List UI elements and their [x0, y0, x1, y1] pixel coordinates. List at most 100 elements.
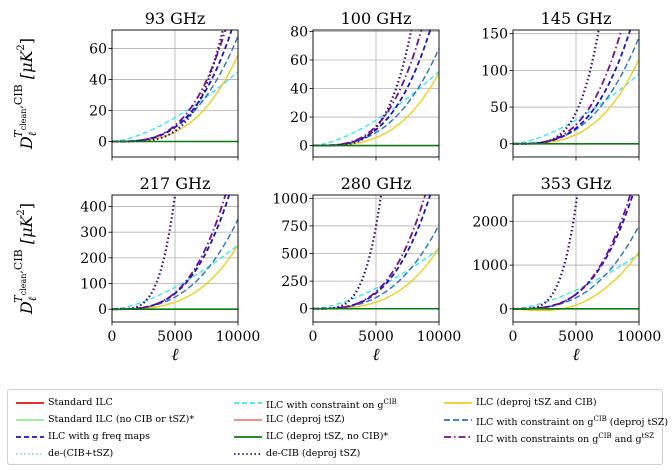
subplot-title: 280 GHz — [341, 174, 412, 193]
legend-label: ILC (deproj tSZ, no CIB)* — [266, 431, 389, 442]
y-tick-label: 0 — [299, 139, 308, 155]
series-line — [513, 195, 632, 310]
y-tick-label: 0 — [499, 137, 508, 153]
y-tick-label: 40 — [290, 82, 308, 98]
x-tick-label: 5000 — [558, 329, 594, 345]
series-line — [513, 30, 632, 145]
legend-label: Standard ILC — [48, 397, 113, 408]
x-axis-label: ℓ — [572, 345, 579, 365]
legend-label: ILC with g freq maps — [48, 431, 150, 442]
series-line — [313, 195, 432, 310]
figure-canvas: 0 20 40 60 93 GHz 0 20 40 60 80 100 GHz 0 50 100 150 14… — [12, 9, 661, 365]
subplot-title: 93 GHz — [145, 9, 206, 28]
y-tick-label: 60 — [89, 42, 107, 58]
y-tick-label: 0 — [299, 302, 308, 318]
series-line — [313, 30, 413, 147]
series-line — [112, 195, 231, 311]
legend-label: ILC (deproj tSZ) — [266, 414, 345, 425]
legend-line-swatch — [234, 453, 262, 455]
legend-label: de-CIB (deproj tSZ) — [266, 448, 361, 459]
x-axis-label: ℓ — [372, 345, 379, 365]
subplot-title: 353 GHz — [541, 174, 612, 193]
x-tick-label: 10000 — [417, 329, 462, 345]
series-line — [112, 195, 227, 311]
series-line — [313, 30, 432, 147]
series-line — [112, 71, 238, 143]
legend-label: ILC (deproj tSZ and CIB) — [476, 397, 597, 408]
x-tick-label: 0 — [108, 329, 117, 345]
legend-label: de-(CIB+tSZ) — [48, 448, 114, 459]
x-tick-label: 10000 — [216, 329, 261, 345]
legend-line-swatch — [234, 419, 262, 421]
legend-label: ILC with constraint on gCIB — [266, 398, 397, 412]
series-line — [112, 244, 238, 310]
y-tick-label: 2000 — [472, 214, 508, 230]
y-tick-label: 60 — [290, 53, 308, 69]
legend-line-swatch — [444, 402, 472, 404]
legend-line-swatch — [16, 402, 44, 404]
legend-line-swatch — [16, 453, 44, 455]
subplot-title: 100 GHz — [341, 9, 412, 28]
series-line — [513, 195, 579, 310]
series-line — [513, 30, 623, 145]
series-line — [513, 195, 634, 310]
y-tick-label: 400 — [80, 200, 107, 216]
y-tick-label: 100 — [481, 63, 508, 79]
series-line — [313, 195, 383, 310]
y-tick-label: 50 — [490, 100, 508, 116]
x-axis-label: ℓ — [171, 345, 178, 365]
y-axis-label-row-1: DℓTclean,CIB [μK2] — [12, 38, 39, 150]
legend-label: ILC with constraints on gCIB and gtSZ — [476, 432, 655, 446]
series-line — [513, 253, 639, 310]
series-line — [313, 248, 439, 310]
legend-line-swatch — [234, 436, 262, 438]
x-tick-label: 10000 — [617, 329, 662, 345]
x-tick-label: 0 — [309, 329, 318, 345]
svg-text:DℓTclean,CIB [μK2]: DℓTclean,CIB [μK2] — [12, 38, 39, 150]
y-tick-label: 150 — [481, 27, 508, 43]
y-tick-label: 300 — [80, 225, 107, 241]
y-tick-label: 20 — [89, 104, 107, 120]
y-tick-label: 40 — [89, 73, 107, 89]
subplot-4: 0 100 200 300 400 0 5000 10000 ℓ 217 GHz — [80, 174, 260, 365]
legend-line-swatch — [16, 436, 44, 438]
y-tick-label: 80 — [290, 24, 308, 40]
y-tick-label: 200 — [80, 251, 107, 267]
subplot-title: 217 GHz — [140, 174, 211, 193]
series-line — [313, 70, 439, 147]
y-tick-label: 250 — [281, 274, 308, 290]
series-line — [112, 195, 177, 311]
x-tick-label: 5000 — [358, 329, 394, 345]
subplot-3: 0 50 100 150 145 GHz — [481, 9, 640, 161]
legend-line-swatch — [444, 419, 472, 421]
x-tick-label: 5000 — [157, 329, 193, 345]
legend-line-swatch — [444, 436, 472, 438]
series-line — [112, 30, 224, 143]
legend-label: Standard ILC (no CIB or tSZ)* — [48, 414, 195, 425]
y-tick-label: 0 — [98, 135, 107, 151]
y-tick-label: 1000 — [472, 258, 508, 274]
series-line — [513, 251, 639, 312]
legend: Standard ILC Standard ILC (no CIB or tSZ)… — [7, 389, 668, 465]
subplot-2: 0 20 40 60 80 100 GHz — [290, 9, 440, 161]
series-line — [513, 30, 600, 145]
series-line — [112, 30, 227, 143]
y-tick-label: 20 — [290, 110, 308, 126]
svg-text:DℓTclean,CIB [μK2]: DℓTclean,CIB [μK2] — [12, 203, 39, 315]
legend-label: ILC with constraint on gCIB (deproj tSZ) — [476, 415, 669, 429]
series-line — [513, 73, 639, 145]
y-tick-label: 100 — [80, 277, 107, 293]
subplot-1: 0 20 40 60 93 GHz — [89, 9, 239, 161]
series-line — [313, 30, 423, 147]
y-axis-label-row-2: DℓTclean,CIB [μK2] — [12, 203, 39, 315]
legend-line-swatch — [234, 402, 262, 404]
x-tick-label: 0 — [509, 329, 518, 345]
subplot-6: 0 1000 2000 0 5000 10000 ℓ 353 GHz — [472, 174, 661, 365]
subplot-title: 145 GHz — [541, 9, 612, 28]
y-tick-label: 500 — [281, 247, 308, 263]
legend-line-swatch — [16, 419, 44, 421]
y-tick-label: 1000 — [272, 191, 308, 207]
y-tick-label: 750 — [281, 219, 308, 235]
y-tick-label: 0 — [499, 302, 508, 318]
